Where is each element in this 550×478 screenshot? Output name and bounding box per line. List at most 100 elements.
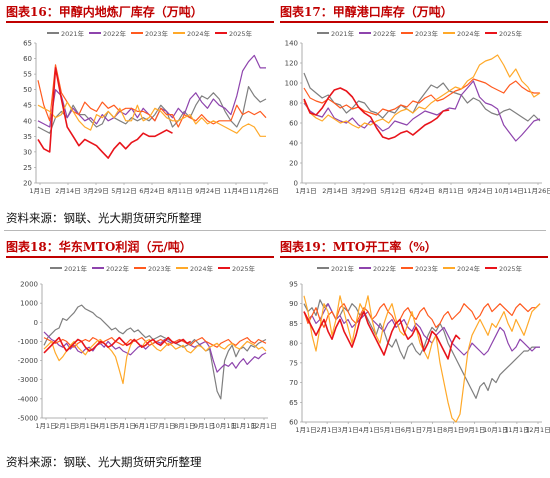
series-line-2025 [303, 87, 450, 140]
title-underline [6, 21, 274, 23]
x-tick-label: 4月1日 [95, 422, 116, 430]
chart-panel-mtl-port-inventory: 图表17：甲醇港口库存（万吨） 2021年 2022年 2023年 2024年 2025… [280, 3, 550, 205]
x-tick-label: 9月24日 [195, 187, 220, 195]
legend-label: 2024年 [187, 29, 211, 38]
x-tick-label: 12月1日 [251, 422, 276, 430]
x-tick-label: 1月1日 [35, 422, 56, 430]
x-tick-label: 11月1日 [231, 422, 256, 430]
x-tick-label: 2月14日 [55, 187, 80, 195]
series-line-2025 [303, 310, 461, 360]
y-tick-label: 2000 [20, 281, 38, 289]
x-tick-label: 7月1日 [422, 426, 443, 434]
legend-label: 2024年 [457, 29, 481, 38]
y-tick-label: 20 [23, 180, 32, 188]
y-tick-label: 90 [289, 300, 298, 308]
y-tick-label: 0 [34, 319, 38, 327]
legend-label: 2025年 [499, 29, 523, 38]
x-tick-label: 8月1日 [443, 426, 464, 434]
series-line-2024 [303, 295, 541, 423]
chart-mtl-inland-inventory: 2021年 2022年 2023年 2024年 2025年 20 25 30 35 40 45 50 5… [23, 29, 279, 195]
x-tick-label: 9月24日 [467, 187, 492, 195]
x-tick-label: 2月14日 [322, 187, 347, 195]
x-tick-label: 3月1日 [75, 422, 96, 430]
x-tick-label: 1月1日 [295, 187, 316, 195]
x-tick-label: 10月1日 [483, 426, 508, 434]
y-tick-label: -2000 [18, 357, 38, 365]
y-tick-label: 120 [285, 60, 298, 68]
series-line-2023 [303, 78, 540, 116]
legend-label: 2021年 [61, 29, 85, 38]
chart-panel-mtl-inland-inventory: 图表16：甲醇内地炼厂库存（万吨） 2021年 2022年 2023年 2024年 20… [6, 3, 279, 205]
x-tick-label: 7月1日 [154, 422, 175, 430]
y-tick-label: 40 [289, 140, 298, 148]
x-tick-label: 6月1日 [134, 422, 155, 430]
x-tick-label: 8月1日 [174, 422, 195, 430]
source-note-bottom: 资料来源：钢联、光大期货研究所整理 [6, 455, 202, 469]
y-tick-label: 30 [23, 148, 32, 156]
series-line-2024 [303, 54, 541, 129]
series-line-2024 [37, 101, 266, 137]
x-tick-label: 3月29日 [351, 187, 376, 195]
x-tick-label: 6月1日 [401, 426, 422, 434]
legend-label: 2022年 [373, 29, 397, 38]
x-tick-label: 2月1日 [316, 426, 337, 434]
y-tick-label: 1000 [20, 300, 38, 308]
x-tick-label: 6月24日 [409, 187, 434, 195]
y-tick-label: 20 [289, 160, 298, 168]
x-tick-label: 9月1日 [464, 426, 485, 434]
title-underline [280, 256, 548, 258]
y-tick-label: 60 [289, 120, 298, 128]
x-tick-label: 6月24日 [139, 187, 164, 195]
y-tick-label: 85 [289, 320, 298, 328]
chart-title: 图表17：甲醇港口库存（万吨） [280, 5, 453, 19]
x-tick-label: 5月1日 [115, 422, 136, 430]
chart-mto-operating-rate: 2021年 2022年 2023年 2024年 2025年 60 65 70 75 80 85 90 9… [289, 264, 550, 434]
legend-label: 2021年 [331, 264, 355, 273]
x-tick-label: 11月4日 [223, 187, 248, 195]
chart-title: 图表19：MTO开工率（%） [280, 240, 437, 254]
y-tick-label: 60 [289, 419, 298, 427]
legend-label: 2023年 [148, 264, 172, 273]
series-line-2025 [37, 67, 173, 159]
legend-label: 2023年 [145, 29, 169, 38]
legend-label: 2025年 [232, 264, 256, 273]
legend-label: 2022年 [373, 264, 397, 273]
x-tick-label: 5月12日 [111, 187, 136, 195]
chart-title: 图表16：甲醇内地炼厂库存（万吨） [6, 5, 203, 19]
x-tick-label: 5月12日 [380, 187, 405, 195]
series-line-2021 [303, 72, 541, 122]
x-tick-label: 8月11日 [438, 187, 463, 195]
series-line-2022 [303, 303, 540, 356]
y-tick-label: 70 [289, 379, 298, 387]
series-line-2022 [37, 54, 266, 128]
y-tick-label: -3000 [18, 376, 38, 384]
y-tick-label: 45 [23, 102, 32, 110]
y-tick-label: 95 [289, 281, 298, 289]
chart-title: 图表18：华东MTO利润（元/吨） [6, 240, 192, 254]
x-tick-label: 4月1日 [359, 426, 380, 434]
chart-panel-mto-profit: 图表18：华东MTO利润（元/吨） 2021年 2022年 2023年 2024年 20… [6, 238, 277, 448]
x-tick-label: 3月1日 [338, 426, 359, 434]
x-tick-label: 1月1日 [295, 426, 316, 434]
legend-label: 2025年 [229, 29, 253, 38]
title-underline [6, 256, 274, 258]
x-tick-label: 1月1日 [29, 187, 50, 195]
y-tick-label: 60 [23, 55, 32, 63]
y-tick-label: 35 [23, 133, 32, 141]
y-tick-label: 25 [23, 164, 32, 172]
legend-label: 2025年 [499, 264, 523, 273]
source-note-top: 资料来源：钢联、光大期货研究所整理 [6, 211, 202, 225]
legend-label: 2023年 [415, 264, 439, 273]
x-tick-label: 2月1日 [55, 422, 76, 430]
y-tick-label: 55 [23, 71, 32, 79]
y-tick-label: 75 [289, 359, 298, 367]
y-tick-label: 40 [23, 117, 32, 125]
legend-label: 2022年 [106, 264, 130, 273]
series-line-2024 [43, 338, 267, 385]
x-tick-label: 8月11日 [167, 187, 192, 195]
series-line-2025 [43, 336, 192, 354]
title-underline [280, 21, 548, 23]
chart-mtl-port-inventory: 2021年 2022年 2023年 2024年 2025年 0 20 40 60 80 100 120… [285, 29, 550, 195]
legend-label: 2022年 [103, 29, 127, 38]
x-tick-label: 3月29日 [83, 187, 108, 195]
